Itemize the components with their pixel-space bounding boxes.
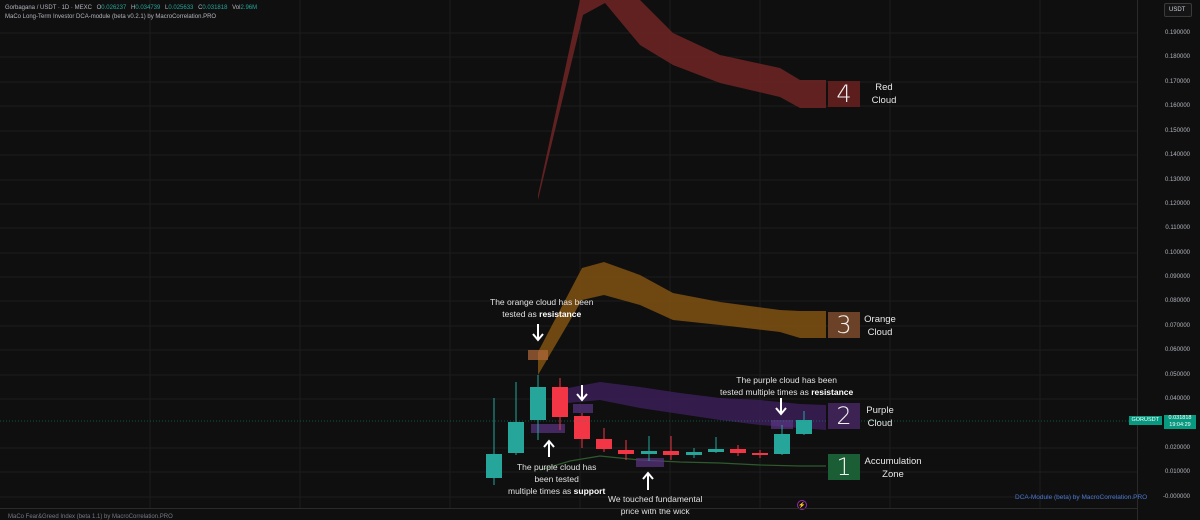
axis-label: 0.090000 <box>1164 274 1190 280</box>
axis-label: 0.170000 <box>1164 79 1190 85</box>
purple-support-box <box>531 424 565 433</box>
candles <box>486 375 812 485</box>
zone-3-label: Orange Cloud <box>864 314 896 338</box>
zone-2-badge: 2 <box>828 402 860 430</box>
axis-label: 0.100000 <box>1164 250 1190 256</box>
chart-canvas[interactable] <box>0 0 1138 520</box>
price-axis[interactable]: USDT 0.190000 0.180000 0.170000 0.160000… <box>1137 0 1200 520</box>
zone-4-label: Red Cloud <box>871 82 897 106</box>
axis-label: 0.140000 <box>1164 152 1190 158</box>
axis-label: 0.040000 <box>1164 396 1190 402</box>
axis-label: 0.070000 <box>1164 323 1190 329</box>
axis-label: 0.190000 <box>1164 30 1190 36</box>
last-price-tag: 0.031818 19:04:29 <box>1164 415 1196 429</box>
purple-resist-box-1 <box>573 404 593 413</box>
axis-label: 0.120000 <box>1164 201 1190 207</box>
zone-1-badge: 1 <box>828 453 860 481</box>
pane-divider[interactable] <box>0 508 1138 509</box>
axis-label: 0.150000 <box>1164 128 1190 134</box>
arrow-down-purple-2-icon <box>775 398 787 416</box>
symbol-line[interactable]: Gorbagana / USDT · 1D · MEXC <box>5 5 92 11</box>
annotation-purple-support: The purple cloud has been tested multipl… <box>508 462 606 496</box>
purple-cloud <box>568 382 826 430</box>
zone-4-badge: 4 <box>828 80 860 108</box>
purple-fundamental-box <box>636 458 664 467</box>
chart-header: Gorbagana / USDT · 1D · MEXC O0.026237 H… <box>5 4 257 22</box>
purple-resist-box-2 <box>771 420 793 429</box>
arrow-up-support-icon <box>543 439 555 457</box>
high-value: 0.034739 <box>135 5 161 11</box>
axis-label: -0.000000 <box>1162 494 1190 500</box>
axis-label: 0.010000 <box>1164 469 1190 475</box>
axis-label: 0.160000 <box>1164 103 1190 109</box>
fear-greed-indicator-title[interactable]: MaCo Fear&Greed Index (beta 1.1) by Macr… <box>8 514 173 520</box>
lightning-icon[interactable]: ⚡ <box>797 500 807 510</box>
arrow-down-orange-icon <box>532 324 544 342</box>
arrow-up-fundamental-icon <box>642 471 654 490</box>
symbol-tag: GORUSDT <box>1128 416 1162 425</box>
indicator-title[interactable]: MaCo Long-Term Investor DCA-module (beta… <box>5 14 217 20</box>
currency-button[interactable]: USDT <box>1164 3 1192 17</box>
zone-1-label: Accumulation Zone <box>864 456 922 480</box>
volume-value: 2.96M <box>240 5 258 11</box>
annotation-fundamental-wick: We touched fundamental price with the wi… <box>608 494 703 516</box>
axis-label: 0.110000 <box>1165 225 1190 231</box>
symbol-info: Gorbagana / USDT · 1D · MEXC O0.026237 H… <box>5 5 258 11</box>
axis-label: 0.060000 <box>1164 347 1190 353</box>
axis-label: 0.180000 <box>1164 54 1190 60</box>
open-value: 0.026237 <box>101 5 127 11</box>
orange-test-box <box>528 350 548 360</box>
grid <box>0 0 1138 508</box>
low-value: 0.025633 <box>168 5 194 11</box>
annotation-orange-resistance: The orange cloud has been tested as resi… <box>490 297 594 319</box>
annotation-purple-resistance: The purple cloud has been tested multipl… <box>720 375 854 397</box>
red-cloud <box>538 0 826 200</box>
accumulation-line <box>539 455 826 471</box>
zone-3-badge: 3 <box>828 311 860 339</box>
close-value: 0.031818 <box>202 5 228 11</box>
axis-label: 0.020000 <box>1164 445 1190 451</box>
arrow-down-purple-1-icon <box>576 385 588 402</box>
axis-label: 0.080000 <box>1164 298 1190 304</box>
axis-label: 0.130000 <box>1164 177 1190 183</box>
annotation-arrows <box>532 324 787 490</box>
orange-cloud <box>538 262 826 375</box>
axis-label: 0.050000 <box>1164 372 1190 378</box>
watermark-text: DCA-Module (beta) by MacroCorrelation.PR… <box>1015 494 1148 501</box>
zone-2-label: Purple Cloud <box>866 405 894 429</box>
countdown: 19:04:29 <box>1169 422 1191 428</box>
